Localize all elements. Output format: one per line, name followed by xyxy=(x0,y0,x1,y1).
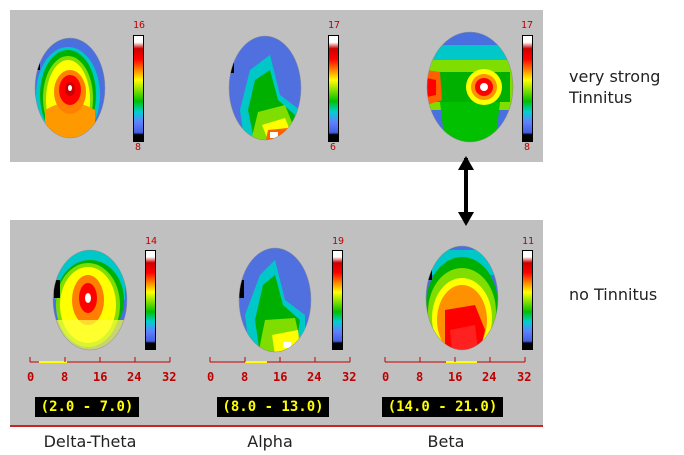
scale-max-delta-theta-none: 14 xyxy=(145,236,158,247)
map-delta-theta-strong xyxy=(35,38,105,138)
axis-tick-beta-0: 0 xyxy=(382,370,390,384)
frequency-axis-delta-theta xyxy=(29,357,171,363)
axis-tick-alpha-8: 8 xyxy=(241,370,249,384)
colorbar-alpha-none xyxy=(332,250,343,350)
map-alpha-none xyxy=(239,248,311,352)
band-label-beta: Beta xyxy=(427,432,465,451)
scale-min-beta-strong: 8 xyxy=(524,142,531,153)
comparison-arrow-icon xyxy=(458,156,474,226)
baseline-rule xyxy=(10,425,543,427)
range-alpha: (8.0 - 13.0) xyxy=(217,397,329,417)
scale-max-beta-strong: 17 xyxy=(521,20,534,31)
colorbar-beta-strong xyxy=(522,35,533,142)
band-label-alpha: Alpha xyxy=(247,432,293,451)
axis-tick-alpha-24: 24 xyxy=(307,370,322,384)
axis-tick-beta-32: 32 xyxy=(517,370,532,384)
axis-tick-beta-8: 8 xyxy=(416,370,424,384)
axis-tick-delta-theta-24: 24 xyxy=(127,370,142,384)
frequency-axis-alpha xyxy=(209,357,351,363)
colorbar-delta-theta-strong xyxy=(133,35,144,142)
band-label-delta-theta: Delta-Theta xyxy=(43,432,137,451)
axis-tick-alpha-0: 0 xyxy=(207,370,215,384)
colorbar-alpha-strong xyxy=(328,35,339,142)
range-delta-theta: (2.0 - 7.0) xyxy=(35,397,139,417)
condition-label-strong-line1: very strong xyxy=(569,67,661,86)
axis-tick-delta-theta-16: 16 xyxy=(93,370,108,384)
scale-max-alpha-none: 19 xyxy=(332,236,345,247)
colorbar-delta-theta-none xyxy=(145,250,156,350)
map-beta-none xyxy=(426,246,498,350)
axis-tick-delta-theta-32: 32 xyxy=(162,370,177,384)
map-beta-strong xyxy=(427,32,513,142)
condition-label-strong: very strong Tinnitus xyxy=(569,66,660,108)
axis-tick-beta-16: 16 xyxy=(448,370,463,384)
axis-tick-alpha-32: 32 xyxy=(342,370,357,384)
scale-max-delta-theta-strong: 16 xyxy=(133,20,146,31)
range-beta: (14.0 - 21.0) xyxy=(382,397,503,417)
scale-min-delta-theta-strong: 8 xyxy=(135,142,142,153)
axis-tick-delta-theta-0: 0 xyxy=(27,370,35,384)
map-alpha-strong xyxy=(229,36,301,140)
axis-tick-beta-24: 24 xyxy=(482,370,497,384)
scale-max-beta-none: 11 xyxy=(522,236,535,247)
scale-min-alpha-strong: 6 xyxy=(330,142,337,153)
axis-tick-delta-theta-8: 8 xyxy=(61,370,69,384)
frequency-axis-beta xyxy=(384,357,526,363)
colorbar-beta-none xyxy=(522,250,533,350)
axis-tick-alpha-16: 16 xyxy=(273,370,288,384)
condition-label-none: no Tinnitus xyxy=(569,285,658,304)
condition-label-strong-line2: Tinnitus xyxy=(569,88,633,107)
scale-max-alpha-strong: 17 xyxy=(328,20,341,31)
map-delta-theta-none xyxy=(53,250,127,350)
